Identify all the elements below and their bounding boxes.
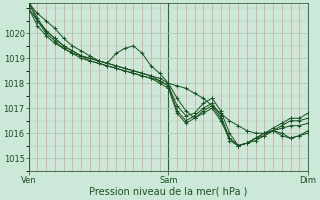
X-axis label: Pression niveau de la mer( hPa ): Pression niveau de la mer( hPa ) [89,187,248,197]
